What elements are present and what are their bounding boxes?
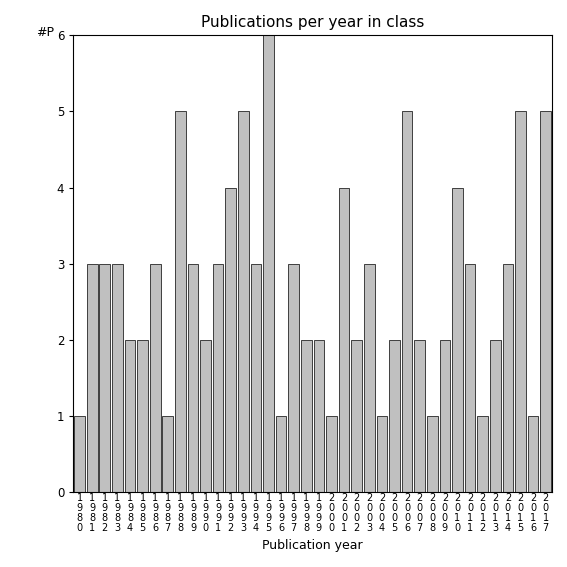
X-axis label: Publication year: Publication year <box>263 539 363 552</box>
Bar <box>137 340 148 492</box>
Bar <box>162 416 173 492</box>
Bar <box>528 416 539 492</box>
Bar <box>439 340 450 492</box>
Bar <box>112 264 122 492</box>
Bar <box>427 416 438 492</box>
Bar <box>289 264 299 492</box>
Bar <box>125 340 136 492</box>
Bar <box>452 188 463 492</box>
Title: Publications per year in class: Publications per year in class <box>201 15 424 30</box>
Bar <box>301 340 312 492</box>
Bar <box>276 416 286 492</box>
Bar <box>251 264 261 492</box>
Bar <box>200 340 211 492</box>
Bar <box>465 264 476 492</box>
Bar <box>150 264 160 492</box>
Bar <box>263 35 274 492</box>
Bar <box>87 264 98 492</box>
Bar <box>515 112 526 492</box>
Bar <box>540 112 551 492</box>
Bar <box>238 112 249 492</box>
Bar <box>338 188 349 492</box>
Bar <box>389 340 400 492</box>
Bar <box>99 264 110 492</box>
Bar <box>326 416 337 492</box>
Bar <box>213 264 223 492</box>
Bar <box>402 112 412 492</box>
Bar <box>490 340 501 492</box>
Y-axis label: #P: #P <box>36 26 54 39</box>
Bar <box>188 264 198 492</box>
Bar <box>314 340 324 492</box>
Bar <box>502 264 513 492</box>
Bar <box>376 416 387 492</box>
Bar <box>477 416 488 492</box>
Bar <box>226 188 236 492</box>
Bar <box>414 340 425 492</box>
Bar <box>74 416 85 492</box>
Bar <box>364 264 375 492</box>
Bar <box>175 112 186 492</box>
Bar <box>352 340 362 492</box>
